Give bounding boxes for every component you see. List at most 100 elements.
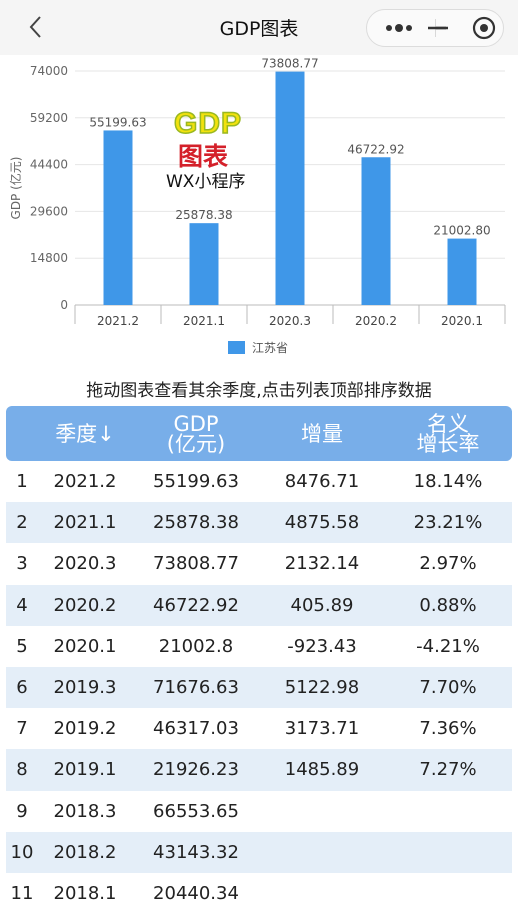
- header-growth-rate[interactable]: 名义 增长率: [416, 411, 480, 456]
- table-row[interactable]: 9 2018.3 66553.65: [6, 791, 512, 832]
- growth-rate-cell: [384, 873, 512, 914]
- gdp-cell: 21002.8: [158, 635, 234, 657]
- logo-miniapp-text: WX小程序: [166, 172, 246, 192]
- data-label: 21002.80: [433, 224, 490, 238]
- growth-rate-cell: 23.21%: [413, 512, 483, 534]
- quarter-cell: 2019.3: [53, 677, 117, 699]
- gdp-cell: 55199.63: [153, 471, 239, 493]
- row-index: 10: [10, 841, 34, 863]
- data-label: 73808.77: [261, 57, 318, 71]
- x-tick-label: 2020.2: [355, 314, 397, 328]
- increase-cell: 8476.71: [284, 471, 360, 493]
- growth-rate-cell: -4.21%: [416, 635, 480, 657]
- table-row[interactable]: 10 2018.2 43143.32: [6, 831, 512, 873]
- gdp-cell: 25878.38: [153, 512, 239, 534]
- quarter-cell: 2020.3: [53, 553, 117, 575]
- table-row[interactable]: 7 2019.2 46317.03 3173.71 7.36%: [6, 708, 512, 749]
- quarter-cell: 2020.2: [53, 594, 117, 616]
- increase-cell: [256, 873, 388, 914]
- increase-cell: 3173.71: [284, 718, 360, 740]
- more-dots-icon: [386, 24, 412, 32]
- quarter-cell: 2020.1: [53, 635, 117, 657]
- y-tick-label: 44400: [30, 158, 68, 172]
- header-gdp[interactable]: GDP (亿元): [166, 411, 226, 456]
- data-bar[interactable]: [361, 157, 391, 305]
- table-row[interactable]: 8 2019.1 21926.23 1485.89 7.27%: [6, 749, 512, 791]
- data-bar[interactable]: [103, 130, 133, 305]
- table-row[interactable]: 1 2021.2 55199.63 8476.71 18.14%: [6, 461, 512, 502]
- growth-rate-cell: 7.70%: [419, 677, 477, 699]
- back-button[interactable]: [22, 12, 52, 42]
- gdp-cell: 20440.34: [153, 882, 239, 904]
- gdp-bar-chart[interactable]: 0 14800 29600 44400 59200 74000 GDP (亿元) 55199.…: [0, 55, 518, 375]
- quarter-cell: 2021.1: [53, 512, 117, 534]
- y-tick-label: 29600: [30, 204, 68, 218]
- row-index: 9: [16, 800, 28, 822]
- table-row[interactable]: 3 2020.3 73808.77 2132.14 2.97%: [6, 543, 512, 584]
- gdp-table: 季度↓ GDP (亿元) 增量 名义 增长率 1 2021.2 55199.63 84…: [6, 406, 512, 914]
- increase-cell: 405.89: [290, 594, 354, 616]
- data-label: 46722.92: [347, 142, 404, 156]
- data-label: 25878.38: [175, 208, 232, 222]
- growth-rate-cell: 0.88%: [419, 594, 477, 616]
- increase-cell: 1485.89: [284, 759, 360, 781]
- increase-cell: 2132.14: [284, 553, 360, 575]
- chevron-left-icon: [29, 16, 41, 38]
- x-tick-label: 2021.2: [97, 314, 139, 328]
- target-circle-icon[interactable]: [470, 14, 498, 42]
- y-tick-label: 59200: [30, 111, 68, 125]
- growth-rate-cell: 18.14%: [413, 471, 483, 493]
- row-index: 2: [16, 512, 28, 534]
- x-tick-label: 2020.1: [441, 314, 483, 328]
- row-index: 6: [16, 677, 28, 699]
- increase-cell: [256, 791, 388, 832]
- table-row[interactable]: 11 2018.1 20440.34: [6, 873, 512, 914]
- data-bar[interactable]: [447, 238, 477, 305]
- increase-cell: 4875.58: [284, 512, 360, 534]
- y-tick-label: 14800: [30, 251, 68, 265]
- increase-cell: [256, 832, 388, 873]
- row-index: 8: [16, 759, 28, 781]
- table-row[interactable]: 2 2021.1 25878.38 4875.58 23.21%: [6, 502, 512, 544]
- table-body: 1 2021.2 55199.63 8476.71 18.14% 2 2021.1 25878…: [6, 461, 512, 914]
- row-index: 3: [16, 553, 28, 575]
- data-label: 55199.63: [89, 115, 146, 129]
- gdp-cell: 43143.32: [153, 841, 239, 863]
- row-index: 4: [16, 594, 28, 616]
- more-button[interactable]: [367, 10, 435, 46]
- table-row[interactable]: 4 2020.2 46722.92 405.89 0.88%: [6, 584, 512, 626]
- x-tick-label: 2020.3: [269, 314, 311, 328]
- gdp-cell: 21926.23: [153, 759, 239, 781]
- row-index: 1: [16, 471, 28, 493]
- minus-icon[interactable]: [420, 18, 456, 38]
- quarter-cell: 2018.1: [53, 882, 117, 904]
- table-row[interactable]: 6 2019.3 71676.63 5122.98 7.70%: [6, 666, 512, 709]
- legend-label[interactable]: 江苏省: [252, 341, 288, 355]
- header-increase[interactable]: 增量: [301, 421, 343, 446]
- increase-cell: 5122.98: [284, 677, 360, 699]
- navigation-bar: GDP图表: [0, 0, 518, 55]
- table-row[interactable]: 5 2020.1 21002.8 -923.43 -4.21%: [6, 626, 512, 667]
- table-header: 季度↓ GDP (亿元) 增量 名义 增长率: [6, 406, 512, 461]
- logo-chart-text: 图表: [178, 142, 229, 171]
- gdp-cell: 66553.65: [153, 800, 239, 822]
- y-tick-label: 74000: [30, 64, 68, 78]
- growth-rate-cell: [384, 832, 512, 873]
- growth-rate-cell: [384, 791, 512, 832]
- data-bar[interactable]: [189, 223, 219, 305]
- row-index: 5: [16, 635, 28, 657]
- gdp-cell: 46317.03: [153, 718, 239, 740]
- x-tick-label: 2021.1: [183, 314, 225, 328]
- growth-rate-cell: 7.36%: [419, 718, 477, 740]
- growth-rate-cell: 2.97%: [419, 553, 477, 575]
- header-quarter[interactable]: 季度↓: [55, 421, 115, 446]
- legend-swatch[interactable]: [228, 341, 245, 354]
- chart-canvas[interactable]: 0 14800 29600 44400 59200 74000 GDP (亿元) 55199.…: [0, 55, 518, 375]
- y-axis-label: GDP (亿元): [8, 157, 23, 220]
- quarter-cell: 2018.3: [53, 800, 117, 822]
- instruction-text: 拖动图表查看其余季度,点击列表顶部排序数据: [86, 381, 432, 401]
- data-bar[interactable]: [275, 71, 305, 305]
- page-title: GDP图表: [219, 18, 299, 40]
- logo-gdp-text: GDP: [173, 106, 243, 141]
- growth-rate-cell: 7.27%: [419, 759, 477, 781]
